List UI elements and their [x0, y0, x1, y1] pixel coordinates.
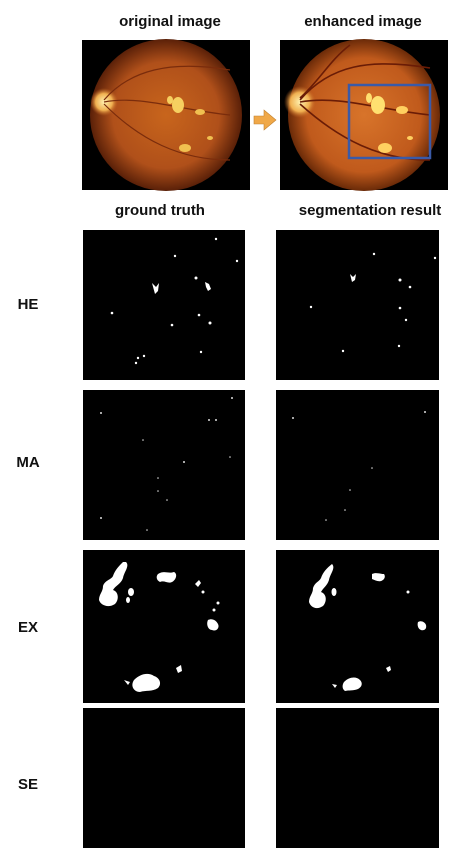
se-segmentation — [276, 708, 439, 848]
row-label: HE — [18, 296, 39, 313]
he-segmentation — [276, 230, 439, 380]
column-title: enhanced image — [304, 13, 422, 30]
enhanced-image — [280, 39, 448, 191]
ma-segmentation — [276, 390, 439, 540]
he-ground-truth — [83, 230, 245, 380]
ex-segmentation — [276, 550, 439, 703]
ex-ground-truth — [83, 550, 245, 703]
original-image — [82, 39, 250, 191]
column-title: ground truth — [115, 202, 205, 219]
row-label: EX — [18, 619, 38, 636]
ma-ground-truth — [83, 390, 245, 540]
row-label: MA — [16, 454, 39, 471]
row-label: SE — [18, 776, 38, 793]
column-title: original image — [119, 13, 221, 30]
column-title: segmentation result — [299, 202, 442, 219]
se-ground-truth — [83, 708, 245, 848]
page: {"top_titles": ["original image", "enhan… — [0, 0, 464, 848]
figure: original image enhanced image ground tru… — [0, 0, 464, 848]
arrow — [254, 110, 276, 130]
